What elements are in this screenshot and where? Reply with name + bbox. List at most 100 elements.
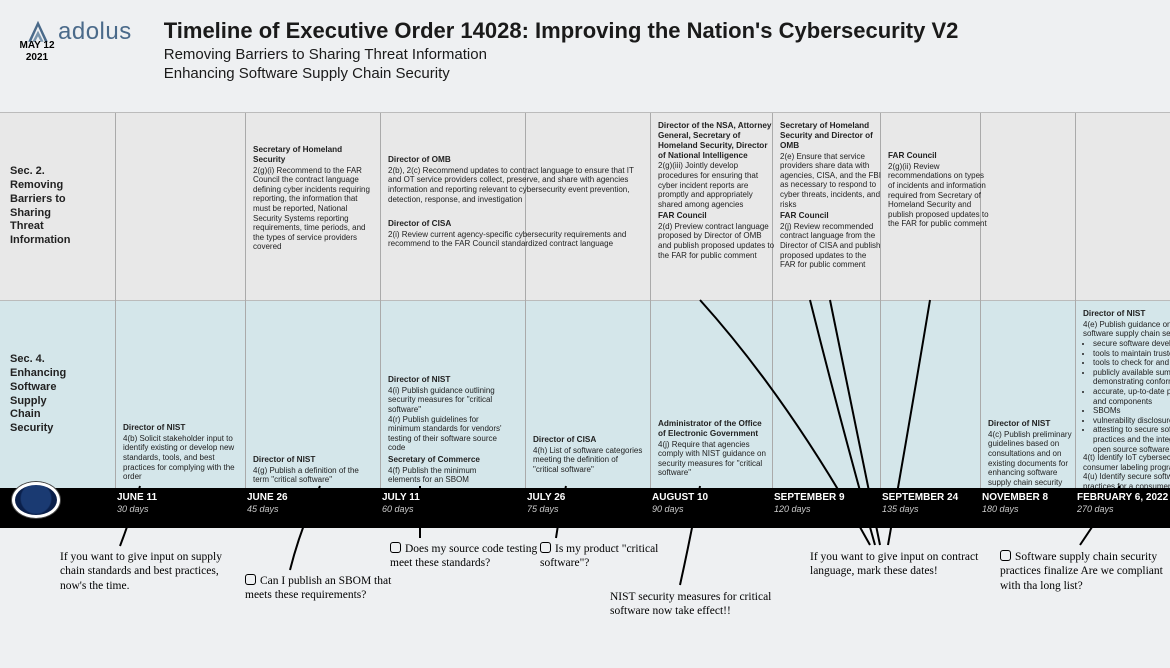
subtitle-2: Enhancing Software Supply Chain Security xyxy=(164,65,1146,82)
milestone-note: Director of NIST4(e) Publish guidance on… xyxy=(1079,303,1170,456)
note-heading: Director of CISA xyxy=(388,219,640,229)
milestone-date: SEPTEMBER 9 xyxy=(774,492,845,504)
note-body: 2(i) Review current agency-specific cybe… xyxy=(388,230,640,249)
milestone-note: Director of CISA2(i) Review current agen… xyxy=(384,213,644,251)
note-body: 4(i) Publish guidance outlining security… xyxy=(388,386,510,453)
note-heading: Director of OMB xyxy=(388,155,640,165)
note-heading: Administrator of the Office of Electroni… xyxy=(658,419,770,439)
note-body: 2(b), 2(c) Recommend updates to contract… xyxy=(388,166,640,204)
milestone-days: 135 days xyxy=(882,504,958,514)
handwritten-annotation: Can I publish an SBOM that meets these r… xyxy=(245,574,415,603)
track-body-sec4: Director of NIST4(b) Solicit stakeholder… xyxy=(90,301,1170,488)
milestone-note: FAR Council2(j) Review recommended contr… xyxy=(776,205,888,272)
note-list-item: accurate, up-to-date prov and components xyxy=(1093,387,1170,406)
milestone-note: FAR Council2(d) Preview contract languag… xyxy=(654,205,779,262)
column-divider xyxy=(525,301,526,488)
track-label-sec2: Sec. 2. Removing Barriers to Sharing Thr… xyxy=(0,113,90,300)
timeline-milestone: NOVEMBER 8180 days xyxy=(982,492,1048,514)
track-sec2: Sec. 2. Removing Barriers to Sharing Thr… xyxy=(0,112,1170,300)
track-sec4: Sec. 4. Enhancing Software Supply Chain … xyxy=(0,300,1170,488)
milestone-date: JUNE 11 xyxy=(117,492,157,504)
timeline-milestone: JULY 1160 days xyxy=(382,492,420,514)
note-heading: Secretary of Homeland Security and Direc… xyxy=(780,121,884,151)
column-divider xyxy=(380,301,381,488)
annotation-text: If you want to give input on supply chai… xyxy=(60,551,222,592)
milestone-note: Administrator of the Office of Electroni… xyxy=(654,413,774,480)
annotation-text: Is my product "critical software"? xyxy=(540,543,658,569)
note-list-item: vulnerability disclosure p xyxy=(1093,416,1170,426)
note-list-item: secure software develop xyxy=(1093,339,1170,349)
note-heading: FAR Council xyxy=(888,151,992,161)
note-heading: Secretary of Commerce xyxy=(388,455,510,465)
timeline-milestone: JULY 2675 days xyxy=(527,492,565,514)
milestone-days: 270 days xyxy=(1077,504,1168,514)
milestone-note: Director of NIST4(i) Publish guidance ou… xyxy=(384,369,514,455)
milestone-days: 60 days xyxy=(382,504,420,514)
note-body: 2(d) Preview contract language proposed … xyxy=(658,222,775,260)
timeline-milestone: SEPTEMBER 24135 days xyxy=(882,492,958,514)
annotation-text: NIST security measures for critical soft… xyxy=(610,591,771,617)
note-body: 4(h) List of software categories meeting… xyxy=(533,446,643,475)
milestone-days: 30 days xyxy=(117,504,157,514)
milestone-days: 180 days xyxy=(982,504,1048,514)
note-body: 4(j) Require that agencies comply with N… xyxy=(658,440,770,478)
column-divider xyxy=(115,301,116,488)
note-heading: Secretary of Homeland Security xyxy=(253,145,375,165)
note-list-item: SBOMs xyxy=(1093,406,1170,416)
note-list-item: tools to maintain trusted xyxy=(1093,349,1170,359)
note-body: 4(b) Solicit stakeholder input to identi… xyxy=(123,434,245,482)
milestone-date: JULY 26 xyxy=(527,492,565,504)
milestone-days: 90 days xyxy=(652,504,708,514)
note-body: 2(g)(i) Recommend to the FAR Council the… xyxy=(253,166,375,252)
handwritten-annotation: NIST security measures for critical soft… xyxy=(610,590,780,619)
checkbox-icon xyxy=(1000,550,1011,561)
note-body: 2(e) Ensure that service providers share… xyxy=(780,152,884,210)
note-body: 2(j) Review recommended contract languag… xyxy=(780,222,884,270)
brand-name: adolus xyxy=(58,18,132,46)
start-date: MAY 12 2021 xyxy=(10,40,64,63)
page-title: Timeline of Executive Order 14028: Impro… xyxy=(164,18,1146,44)
track-label-sec4: Sec. 4. Enhancing Software Supply Chain … xyxy=(0,301,90,488)
note-body: 2(g)(ii) Review recommendations on types… xyxy=(888,162,992,229)
timeline-milestone: JUNE 1130 days xyxy=(117,492,157,514)
title-block: Timeline of Executive Order 14028: Impro… xyxy=(164,18,1146,112)
note-body: 4(e) Publish guidance on p software supp… xyxy=(1083,320,1170,339)
note-body: 4(g) Publish a definition of the term "c… xyxy=(253,466,375,485)
milestone-note: Director of the NSA, Attorney General, S… xyxy=(654,115,779,211)
milestone-note: Secretary of Homeland Security and Direc… xyxy=(776,115,888,211)
milestone-note: Director of OMB2(b), 2(c) Recommend upda… xyxy=(384,149,644,206)
handwritten-annotation: If you want to give input on contract la… xyxy=(810,550,980,579)
annotation-text: If you want to give input on contract la… xyxy=(810,551,978,577)
subtitle-1: Removing Barriers to Sharing Threat Info… xyxy=(164,46,1146,63)
handwritten-annotation: Software supply chain security practices… xyxy=(1000,550,1170,593)
annotation-text: Software supply chain security practices… xyxy=(1000,551,1163,592)
milestone-note: Secretary of Homeland Security2(g)(i) Re… xyxy=(249,139,379,254)
milestone-date: FEBRUARY 6, 2022 xyxy=(1077,492,1168,504)
column-divider xyxy=(880,301,881,488)
timeline-milestone: JUNE 2645 days xyxy=(247,492,288,514)
milestone-days: 120 days xyxy=(774,504,845,514)
note-heading: Director of NIST xyxy=(388,375,510,385)
column-divider xyxy=(650,301,651,488)
milestone-date: SEPTEMBER 24 xyxy=(882,492,958,504)
note-heading: Director of NIST xyxy=(123,423,245,433)
timeline-milestone: FEBRUARY 6, 2022270 days xyxy=(1077,492,1168,514)
note-heading: Director of CISA xyxy=(533,435,643,445)
note-heading: FAR Council xyxy=(780,211,884,221)
tracks: Sec. 2. Removing Barriers to Sharing Thr… xyxy=(0,112,1170,488)
handwritten-annotation: Does my source code testing meet these s… xyxy=(390,542,560,571)
note-heading: Director of NIST xyxy=(988,419,1080,429)
milestone-days: 45 days xyxy=(247,504,288,514)
timeline-bar: JUNE 1130 days JUNE 2645 days JULY 1160 da… xyxy=(0,488,1170,528)
note-heading: Director of the NSA, Attorney General, S… xyxy=(658,121,775,160)
brand-logo: adolus xyxy=(24,18,132,112)
note-heading: Director of NIST xyxy=(253,455,375,465)
milestone-date: NOVEMBER 8 xyxy=(982,492,1048,504)
milestone-note: Secretary of Commerce4(f) Publish the mi… xyxy=(384,449,514,487)
presidential-seal-icon xyxy=(12,482,60,518)
annotation-layer: If you want to give input on supply chai… xyxy=(0,528,1170,668)
annotation-text: Can I publish an SBOM that meets these r… xyxy=(245,575,391,601)
milestone-note: Director of NIST4(b) Solicit stakeholder… xyxy=(119,417,249,484)
note-heading: FAR Council xyxy=(658,211,775,221)
note-list-item: tools to check for and re xyxy=(1093,358,1170,368)
